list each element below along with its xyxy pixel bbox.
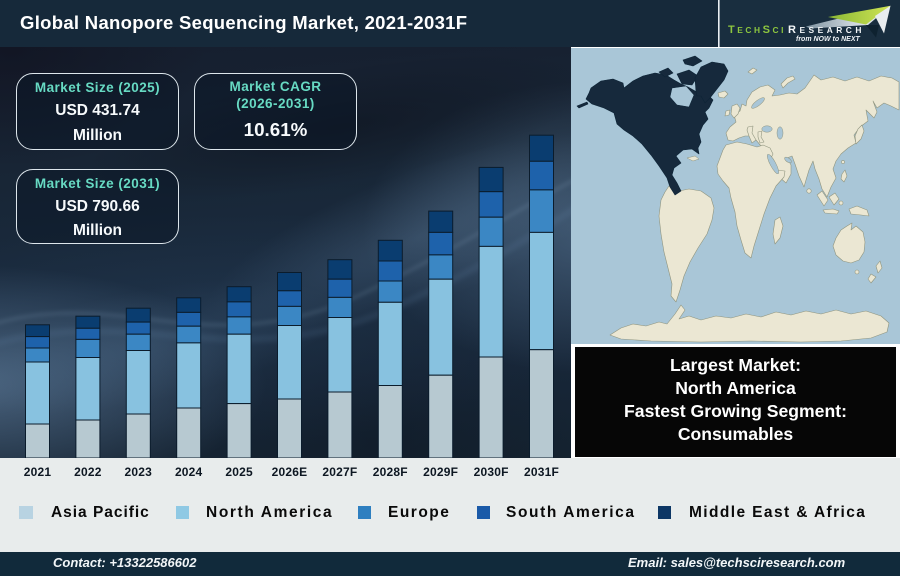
svg-text:TECHSCI: TECHSCI [728,24,786,36]
svg-text:RESEARCH: RESEARCH [788,24,865,36]
svg-text:from NOW to NEXT: from NOW to NEXT [796,36,860,43]
